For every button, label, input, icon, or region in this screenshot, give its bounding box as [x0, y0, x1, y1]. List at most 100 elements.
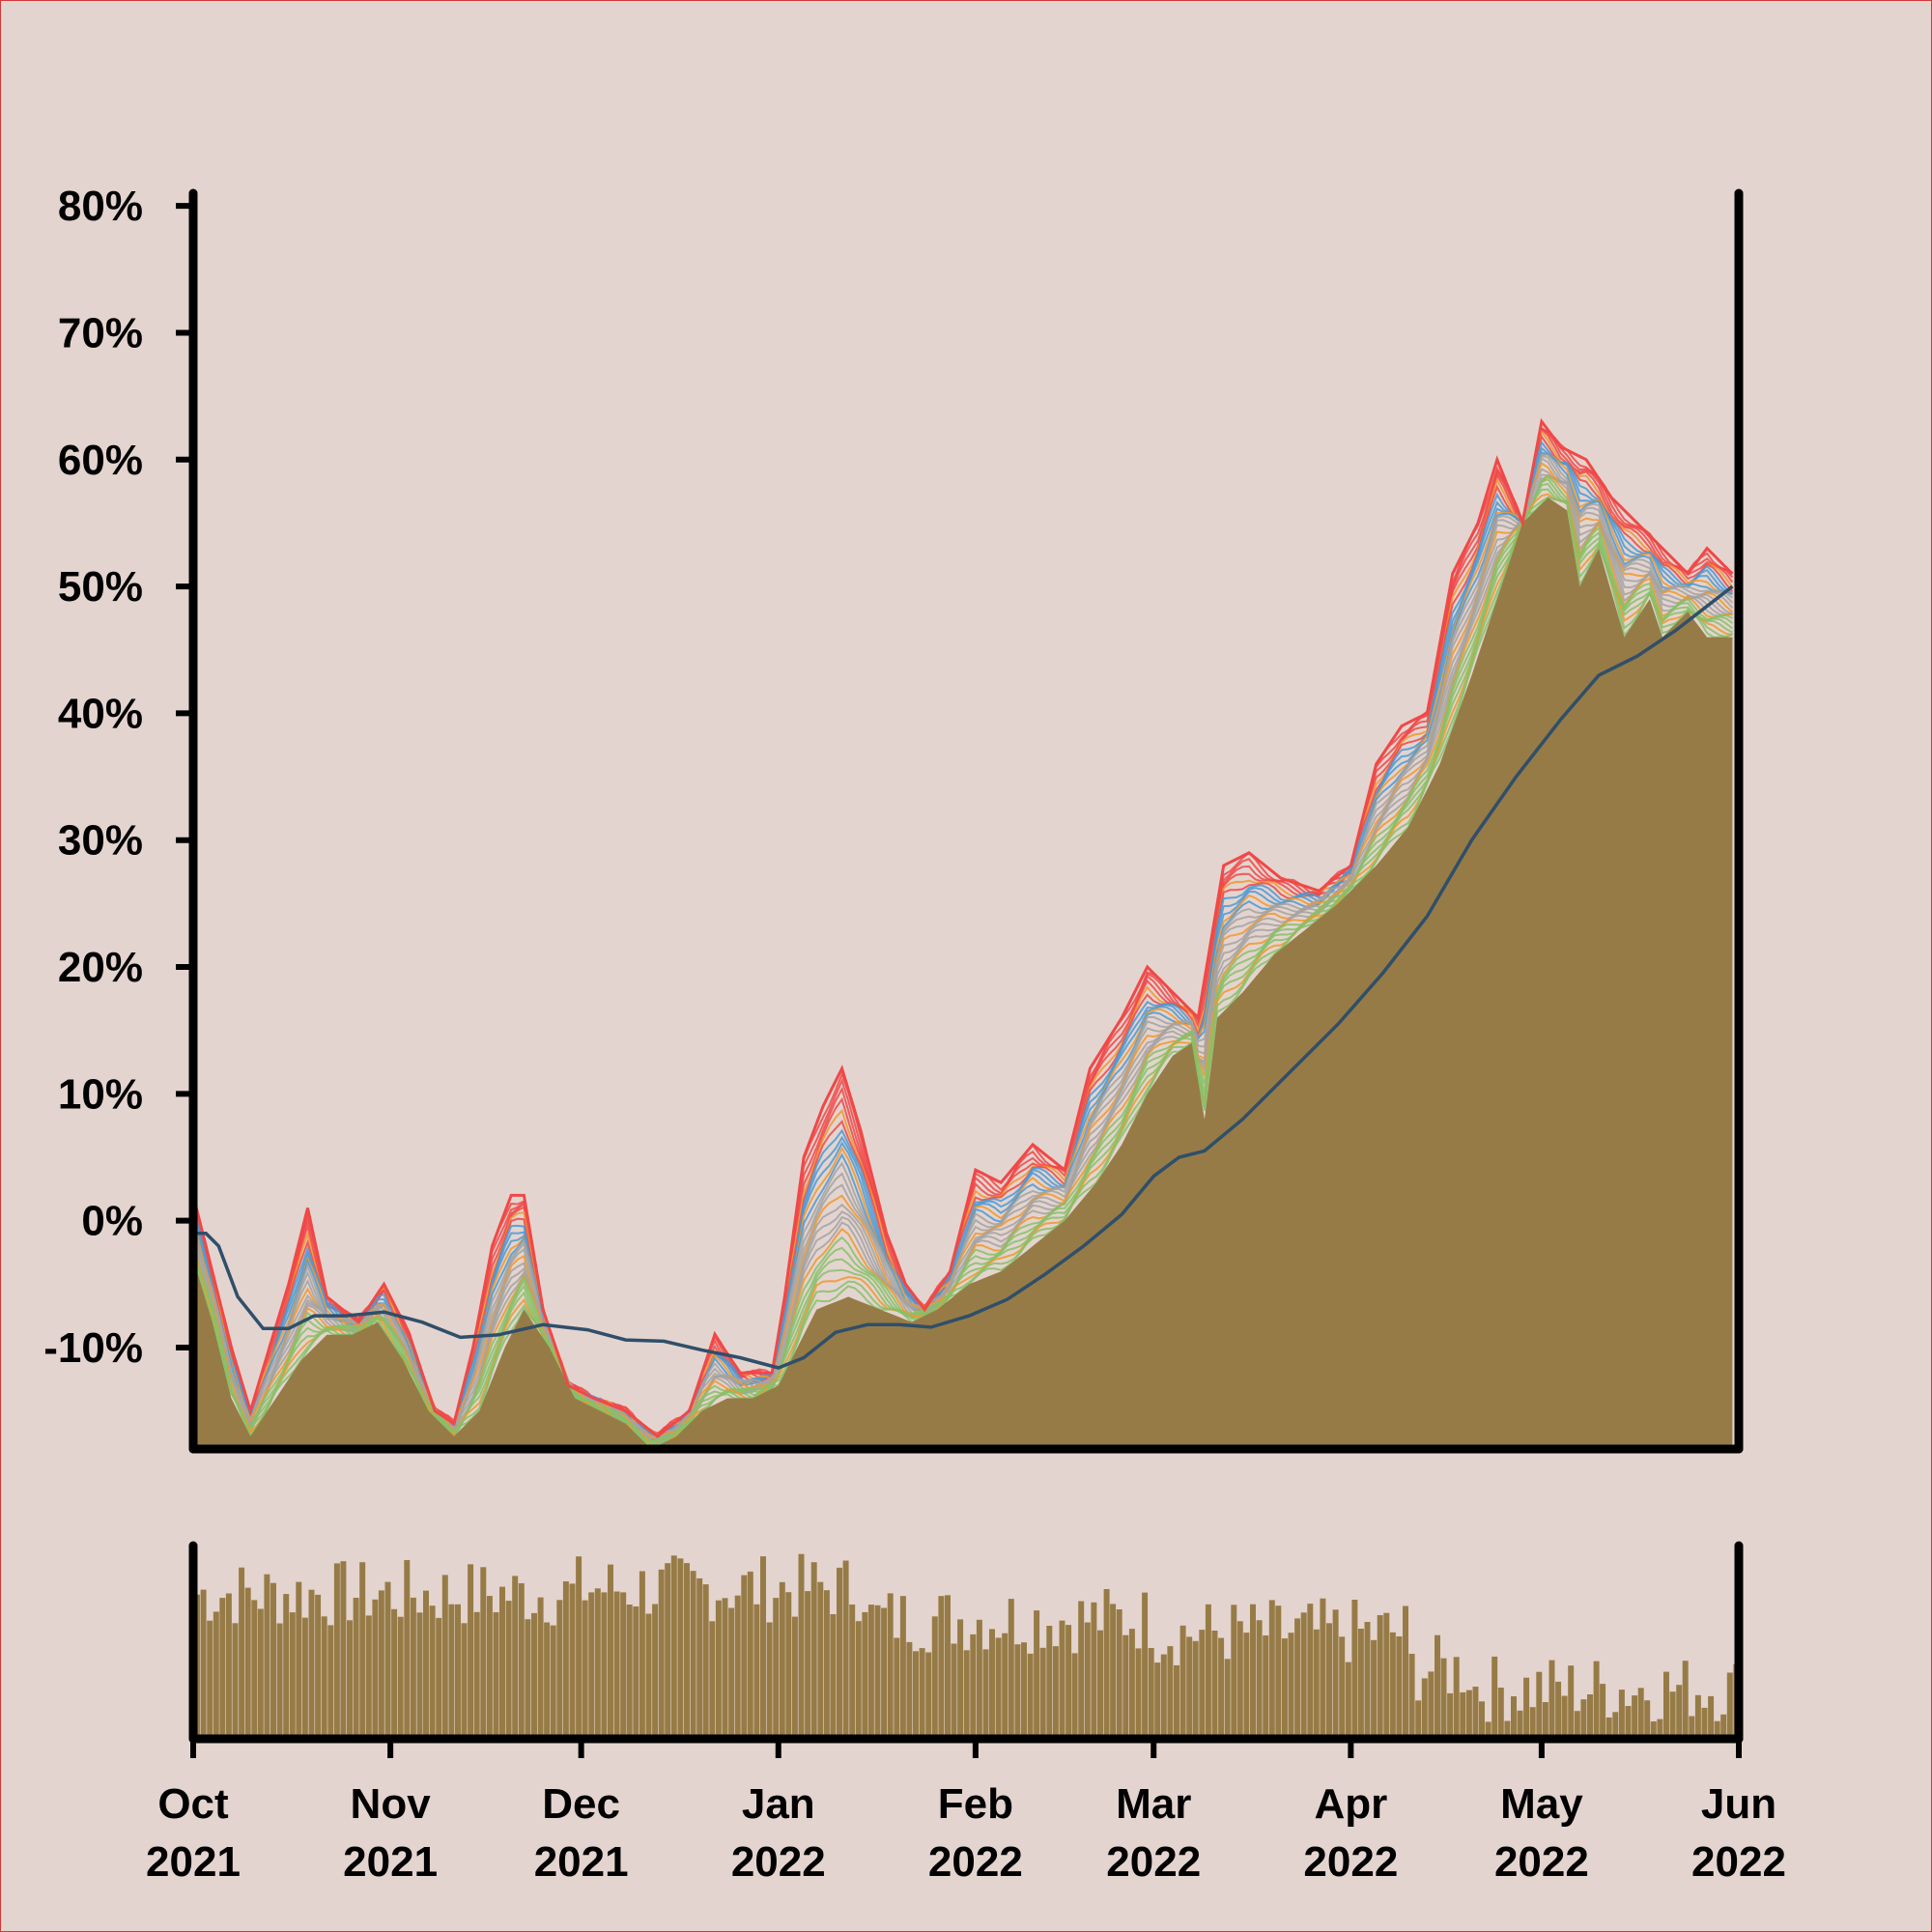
- volume-bar: [1128, 1629, 1135, 1739]
- volume-bar: [1116, 1609, 1122, 1739]
- volume-bar: [1447, 1692, 1454, 1739]
- volume-bar: [913, 1651, 919, 1739]
- volume-bar: [1650, 1721, 1657, 1739]
- volume-bar: [340, 1561, 347, 1739]
- volume-bar: [1154, 1662, 1161, 1739]
- volume-bar: [455, 1604, 461, 1739]
- y-tick-label: 80%: [58, 183, 143, 230]
- volume-bar: [1008, 1599, 1014, 1739]
- volume-bar: [486, 1596, 493, 1739]
- volume-bar: [1701, 1707, 1708, 1739]
- volume-bar: [1408, 1654, 1415, 1739]
- volume-bar: [359, 1562, 366, 1739]
- volume-bar: [1435, 1634, 1440, 1739]
- x-tick-year: 2022: [928, 1838, 1023, 1886]
- mean-line: [193, 584, 1734, 1370]
- volume-bar: [1281, 1638, 1288, 1739]
- volume-bar: [665, 1563, 671, 1739]
- volume-bar: [1555, 1681, 1562, 1739]
- volume-bar: [416, 1612, 423, 1739]
- volume-bar: [1091, 1602, 1097, 1739]
- volume-bar: [951, 1643, 957, 1739]
- volume-bar: [1625, 1706, 1632, 1739]
- volume-bar: [1294, 1618, 1301, 1739]
- x-tick-year: 2022: [1106, 1838, 1201, 1886]
- volume-bar: [321, 1616, 327, 1739]
- main-panel: -10% 0% 10% 20% 30% 40% 50% 60% 70% 80%: [43, 183, 1744, 1454]
- volume-bar: [1440, 1658, 1447, 1739]
- y-tick-label: 40%: [58, 690, 143, 737]
- volume-bar: [1726, 1672, 1733, 1739]
- x-tick-month: Jan: [742, 1780, 815, 1828]
- volume-bar: [633, 1606, 639, 1739]
- volume-bar: [1605, 1717, 1612, 1739]
- volume-bar: [1268, 1600, 1275, 1739]
- volume-bar: [468, 1564, 474, 1739]
- x-tick-month: Jun: [1701, 1780, 1776, 1828]
- x-tick-month: Dec: [542, 1780, 620, 1828]
- volume-bar: [1428, 1671, 1435, 1739]
- volume-bar: [531, 1612, 537, 1739]
- volume-bar: [1529, 1707, 1536, 1739]
- volume-bar: [957, 1619, 964, 1739]
- volume-bar: [785, 1592, 792, 1739]
- volume-bar: [1263, 1635, 1269, 1739]
- volume-bars: [194, 1553, 1740, 1739]
- y-tick-label: 20%: [58, 944, 143, 991]
- volume-bar: [225, 1593, 232, 1739]
- volume-bar: [582, 1600, 588, 1739]
- volume-bar: [842, 1560, 849, 1739]
- volume-bar: [690, 1571, 696, 1739]
- envelope-layer: [192, 426, 1734, 1451]
- y-tick-label: 0%: [81, 1198, 143, 1245]
- volume-bar: [1326, 1623, 1332, 1739]
- volume-bar: [601, 1592, 608, 1739]
- volume-bar: [397, 1616, 404, 1739]
- volume-bar: [429, 1605, 436, 1739]
- volume-bar: [1465, 1690, 1472, 1739]
- volume-bar: [931, 1616, 938, 1739]
- volume-bar: [982, 1649, 989, 1739]
- volume-bar: [493, 1612, 499, 1739]
- volume-bar: [550, 1625, 556, 1739]
- volume-bar: [1561, 1695, 1568, 1739]
- volume-bar: [232, 1623, 239, 1739]
- volume-bar: [213, 1611, 219, 1739]
- upper-line: [191, 417, 1734, 1438]
- volume-bar: [461, 1623, 468, 1739]
- volume-bar: [1377, 1615, 1383, 1739]
- volume-bar: [569, 1583, 576, 1739]
- volume-bar: [1275, 1605, 1282, 1739]
- volume-bar: [906, 1641, 913, 1739]
- volume-bar: [512, 1576, 519, 1739]
- volume-bar: [1288, 1633, 1294, 1739]
- volume-bar: [289, 1612, 296, 1739]
- volume-bar: [1682, 1661, 1689, 1739]
- volume-bar: [270, 1582, 276, 1739]
- volume-bar: [760, 1556, 766, 1739]
- volume-bar: [963, 1650, 970, 1739]
- volume-bar: [995, 1637, 1002, 1739]
- y-axis: -10% 0% 10% 20% 30% 40% 50% 60% 70% 80%: [43, 183, 193, 1372]
- volume-bar: [855, 1621, 862, 1739]
- volume-bar: [1403, 1605, 1408, 1739]
- volume-bar: [410, 1597, 416, 1739]
- volume-bar: [976, 1619, 982, 1739]
- volume-bar: [620, 1592, 627, 1739]
- volume-bar: [1536, 1671, 1543, 1739]
- volume-bar: [823, 1590, 830, 1739]
- volume-bar: [753, 1604, 760, 1739]
- volume-bar: [1345, 1662, 1351, 1739]
- volume-bar: [353, 1598, 359, 1739]
- volume-bar: [537, 1597, 544, 1739]
- volume-bar: [1135, 1648, 1142, 1739]
- x-tick-month: Nov: [351, 1780, 432, 1828]
- x-axis: Oct 2021 Nov 2021 Dec 2021 Jan 2022 Feb 2022 Mar 20…: [146, 1739, 1786, 1886]
- volume-bar: [1218, 1637, 1225, 1739]
- volume-bar: [1199, 1630, 1206, 1739]
- volume-bar: [378, 1590, 384, 1739]
- volume-bar: [1332, 1609, 1339, 1739]
- x-tick-year: 2022: [1303, 1838, 1398, 1886]
- volume-bar: [741, 1575, 748, 1739]
